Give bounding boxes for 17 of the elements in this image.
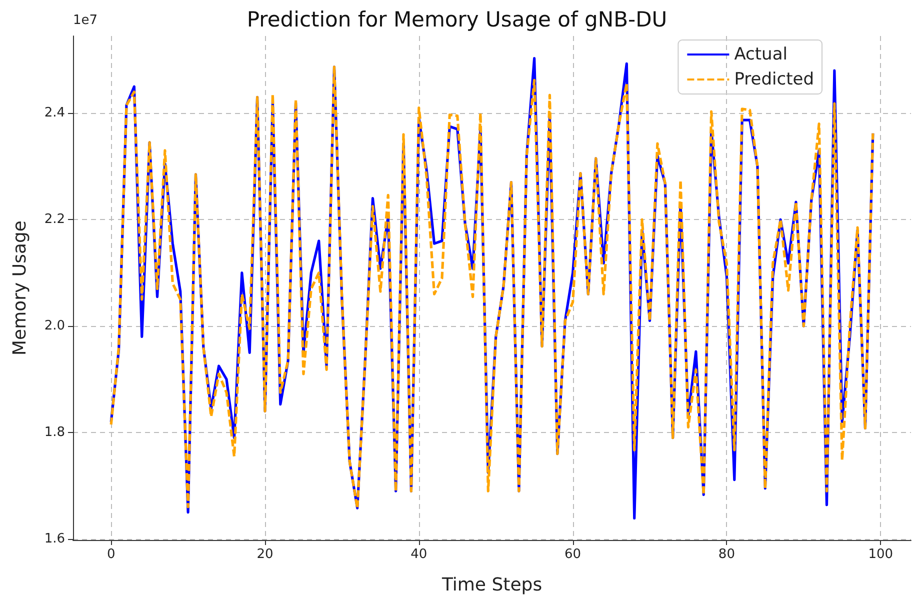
- y-tick-label: 2.0: [44, 318, 65, 334]
- x-axis-title: Time Steps: [440, 574, 542, 596]
- y-tick-label: 2.2: [44, 212, 65, 228]
- legend-label: Predicted: [734, 70, 814, 90]
- x-tick-label: 20: [256, 547, 274, 562]
- y-tick-label: 1.6: [44, 531, 65, 546]
- y-axis-title: Memory Usage: [10, 220, 30, 356]
- legend-label: Actual: [734, 44, 788, 64]
- x-tick-label: 100: [868, 547, 894, 562]
- y-tick-label: 2.4: [44, 106, 65, 121]
- x-tick-label: 0: [106, 547, 116, 562]
- x-tick-label: 80: [718, 547, 735, 562]
- x-tick-label: 60: [564, 547, 582, 562]
- y-tick-label: 1.8: [44, 424, 65, 440]
- chart-title: Prediction for Memory Usage of gNB-DU: [246, 8, 668, 32]
- text: 1e7: [73, 13, 98, 28]
- x-tick-label: 40: [410, 547, 428, 562]
